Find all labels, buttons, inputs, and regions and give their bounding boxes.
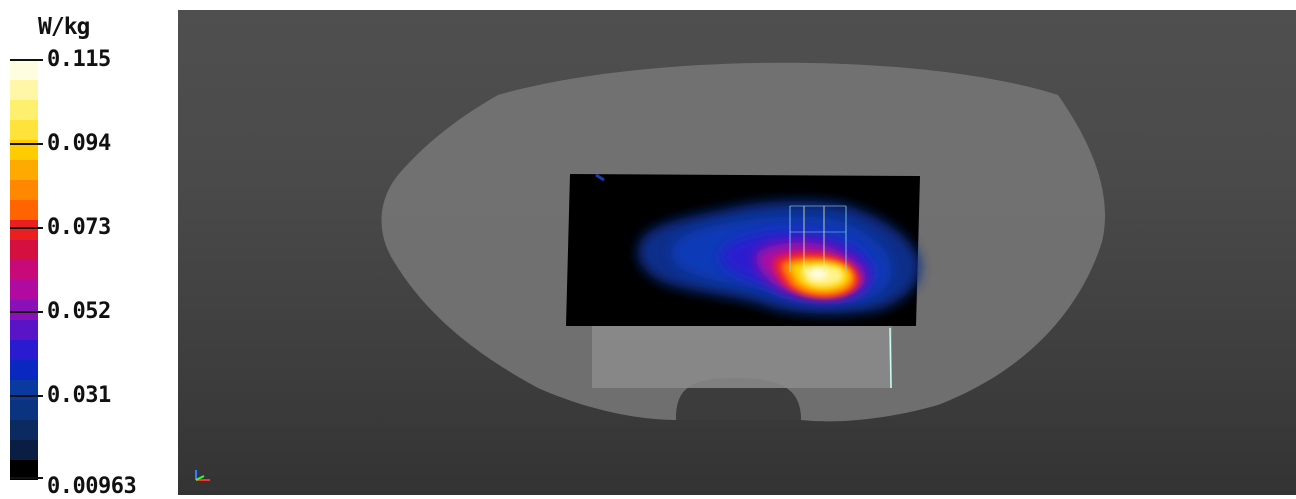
tick-label: 0.073: [47, 215, 111, 240]
color-swatch: [10, 140, 38, 160]
color-swatch: [10, 100, 38, 120]
color-bar: [10, 60, 38, 480]
color-swatch: [10, 220, 38, 240]
color-swatch: [10, 320, 38, 340]
color-swatch: [10, 280, 38, 300]
tick-label: 0.094: [47, 131, 111, 156]
color-swatch: [10, 360, 38, 380]
device-block: [592, 326, 892, 388]
color-swatch: [10, 340, 38, 360]
color-swatch: [10, 180, 38, 200]
color-swatch: [10, 240, 38, 260]
tick-label: 0.00963: [47, 474, 137, 499]
sar-scene: [195, 62, 1106, 481]
color-scale-legend: W/kg 0.115 0.094 0.073 0.052 0.031 0.00963: [0, 0, 178, 499]
color-swatch: [10, 380, 38, 400]
tick-label: 0.115: [47, 47, 111, 72]
phantom-notch: [676, 378, 801, 420]
color-swatch: [10, 60, 38, 80]
color-swatch: [10, 420, 38, 440]
sar-distribution: [637, 200, 921, 315]
device-edge-marker: [889, 327, 892, 389]
axis-triad: [195, 470, 210, 481]
plane-corner-mark: [595, 173, 605, 182]
tick-label: 0.031: [47, 383, 111, 408]
color-swatch: [10, 440, 38, 460]
unit-label: W/kg: [38, 14, 90, 40]
color-swatch: [10, 80, 38, 100]
color-swatch: [10, 400, 38, 420]
color-swatch: [10, 460, 38, 480]
tick-label: 0.052: [47, 299, 111, 324]
color-swatch: [10, 120, 38, 140]
3d-viewport[interactable]: [178, 10, 1296, 495]
color-swatch: [10, 200, 38, 220]
color-swatch: [10, 160, 38, 180]
color-swatch: [10, 260, 38, 280]
probe-grid: [789, 205, 847, 272]
color-swatch: [10, 300, 38, 320]
